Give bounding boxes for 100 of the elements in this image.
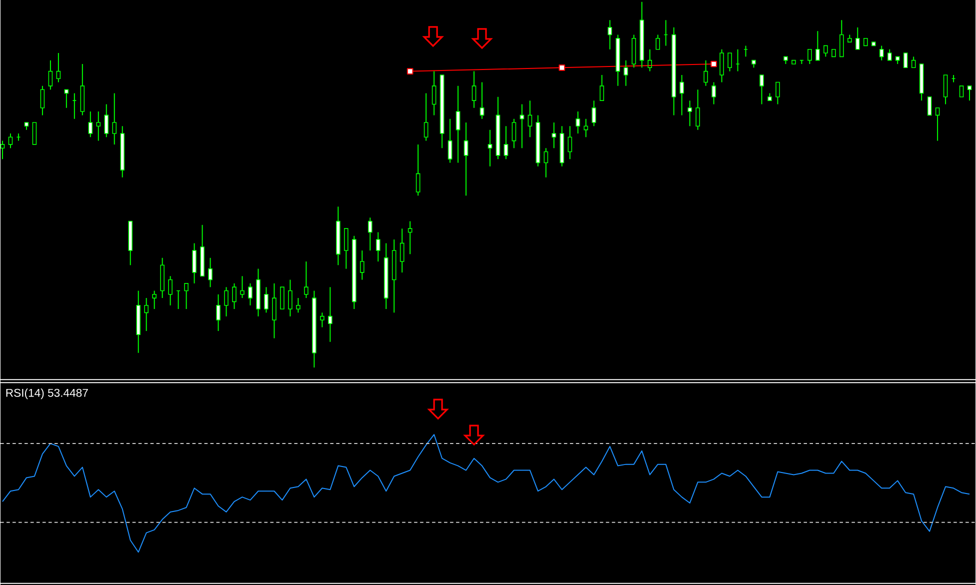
candlestick — [552, 122, 556, 148]
candlestick — [504, 125, 508, 160]
candlestick — [232, 282, 236, 310]
candlestick — [368, 216, 372, 251]
candlestick — [680, 74, 684, 116]
candlestick — [112, 92, 117, 145]
candlestick — [560, 125, 564, 167]
candlestick — [272, 282, 276, 339]
candlestick — [720, 48, 724, 83]
candlestick — [808, 48, 812, 64]
candlestick — [168, 275, 172, 306]
candlestick — [440, 74, 444, 148]
candlestick — [839, 19, 844, 57]
candlestick — [488, 129, 492, 167]
candlestick — [624, 60, 628, 86]
candlestick — [120, 125, 125, 178]
candlestick — [464, 122, 468, 196]
candlestick — [648, 48, 652, 72]
candlestick — [424, 92, 428, 142]
candlestick — [56, 52, 61, 83]
candlestick — [592, 100, 596, 126]
candlestick — [448, 118, 452, 164]
candlestick — [568, 125, 572, 160]
candlestick — [640, 1, 644, 68]
candlestick — [432, 70, 436, 116]
candlestick — [656, 34, 660, 50]
candlestick — [64, 89, 69, 108]
candlestick — [632, 34, 636, 68]
candlestick — [712, 82, 716, 105]
candlestick — [96, 110, 101, 142]
candlestick — [784, 56, 788, 64]
candlestick — [536, 114, 540, 167]
candlestick — [520, 104, 524, 148]
candlestick — [544, 147, 548, 178]
candlestick — [480, 82, 484, 120]
candlestick — [352, 235, 356, 310]
candlestick — [296, 297, 300, 313]
candlestick — [216, 294, 220, 332]
candlestick — [200, 224, 204, 276]
candlestick — [104, 104, 109, 138]
candlestick — [88, 110, 93, 138]
candlestick — [48, 60, 53, 90]
candlestick — [304, 260, 308, 298]
candlestick — [240, 275, 244, 298]
candlestick — [328, 286, 332, 342]
candlestick — [288, 279, 292, 317]
candlestick — [688, 100, 692, 126]
candlestick — [376, 232, 380, 262]
candlestick — [336, 206, 340, 266]
candlestick — [816, 30, 820, 61]
candlestick — [360, 250, 364, 280]
candlestick — [248, 282, 252, 306]
candlestick — [919, 63, 924, 101]
candlestick — [496, 96, 500, 160]
candlestick — [704, 60, 708, 86]
candlestick — [416, 144, 420, 196]
candlestick — [943, 74, 948, 105]
candlestick — [344, 228, 348, 270]
candlestick — [160, 257, 164, 298]
candlestick — [0, 140, 5, 160]
candlestick — [224, 286, 228, 317]
chart-title: RSI(14) 53.4487 — [6, 388, 88, 399]
candlestick — [696, 88, 700, 130]
candlestick — [144, 297, 149, 332]
candlestick — [24, 122, 29, 130]
candlestick — [136, 290, 141, 354]
candlestick — [760, 74, 764, 105]
candlestick — [208, 257, 212, 288]
candlestick — [911, 56, 916, 68]
candlestick — [264, 286, 268, 313]
candlestick — [472, 70, 476, 108]
candlestick — [192, 242, 196, 284]
candlestick — [847, 34, 852, 42]
candlestick — [616, 34, 620, 86]
candlestick — [608, 19, 612, 50]
candlestick — [312, 290, 316, 368]
candlestick — [408, 220, 412, 254]
candlestick — [728, 52, 732, 72]
candlestick — [456, 85, 460, 164]
candlestick — [855, 26, 860, 50]
candlestick — [935, 107, 940, 142]
candlestick — [384, 242, 388, 310]
candlestick — [320, 312, 324, 328]
candlestick — [528, 100, 532, 138]
candlestick — [40, 85, 45, 116]
candlestick — [600, 74, 604, 101]
candlestick — [584, 118, 588, 138]
candlestick — [879, 45, 884, 61]
candlestick — [80, 63, 85, 116]
candlestick — [776, 82, 780, 105]
candlestick — [672, 26, 676, 116]
candlestick — [256, 268, 260, 317]
candlestick — [576, 110, 580, 134]
candlestick — [392, 238, 396, 313]
candlestick — [152, 290, 157, 310]
candlestick — [512, 118, 516, 148]
candlestick — [184, 282, 188, 310]
candlestick — [967, 85, 972, 101]
candlestick — [400, 228, 404, 273]
candlestick — [128, 220, 133, 266]
